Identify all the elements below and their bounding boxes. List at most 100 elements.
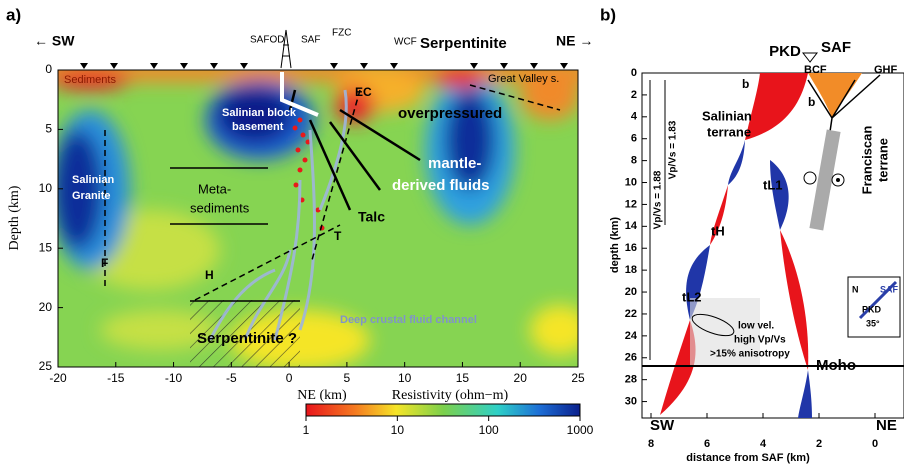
annotation: Vp/Vs = 1.83 <box>668 120 679 179</box>
annotation: GHF <box>874 64 898 76</box>
annotation: Sediments <box>64 74 116 86</box>
annotation: Serpentinite ? <box>197 330 297 347</box>
annotation: mantle- <box>428 155 481 172</box>
panel-label: b) <box>600 5 616 24</box>
y-tick-label: 0 <box>45 62 52 76</box>
x-tick-label: 8 <box>648 438 654 450</box>
annotation: SAF <box>821 39 851 56</box>
annotation: N <box>852 284 859 294</box>
y-tick-label: 22 <box>625 308 637 320</box>
annotation: b <box>742 77 749 91</box>
y-tick-label: 30 <box>625 395 637 407</box>
y-tick-label: 26 <box>625 352 637 364</box>
annotation: b <box>808 95 815 109</box>
x-tick-label: 2 <box>816 438 822 450</box>
x-tick-label: -15 <box>107 371 125 385</box>
annotation: H <box>205 268 214 282</box>
direction: NE → <box>556 33 593 49</box>
x-tick-label: 10 <box>398 371 412 385</box>
annotation: Serpentinite <box>420 35 507 52</box>
y-tick-label: 15 <box>39 240 53 254</box>
annotation: high Vp/Vs <box>734 335 786 346</box>
y-axis-title: depth (km) <box>609 217 621 274</box>
annotation: Salinian <box>72 174 114 186</box>
annotation: PKD <box>862 304 882 314</box>
y-tick-label: 12 <box>625 198 637 210</box>
panel-label: a) <box>6 5 21 24</box>
annotation: Vp/Vs = 1.88 <box>653 170 664 229</box>
velocity-profile <box>642 52 904 418</box>
annotation: EC <box>355 85 372 99</box>
annotation: SAF <box>880 284 899 294</box>
annotation: tL2 <box>682 289 702 304</box>
annotation: Salinian block <box>222 107 297 119</box>
annotation: SW <box>650 417 675 434</box>
y-tick-label: 4 <box>631 111 638 123</box>
annotation: sediments <box>190 200 250 215</box>
colorbar <box>305 403 581 417</box>
drill-rig <box>280 29 292 69</box>
x-tick-label: -5 <box>226 371 237 385</box>
plot-frame <box>57 69 579 368</box>
annotation: Great Valley s. <box>488 73 559 85</box>
direction: ← SW <box>34 33 75 49</box>
annotation: WCF <box>394 37 417 48</box>
annotation: terrane <box>875 138 890 182</box>
colorbar-tick-label: 100 <box>479 423 499 437</box>
annotation: derived fluids <box>392 177 490 194</box>
y-tick-label: 0 <box>631 67 637 79</box>
y-tick-label: 6 <box>631 133 637 145</box>
annotation: PKD <box>769 43 801 60</box>
y-tick-label: 10 <box>625 176 637 188</box>
annotation: tH <box>711 223 725 238</box>
x-tick-label: -20 <box>49 371 67 385</box>
y-tick-label: 16 <box>625 242 637 254</box>
y-tick-label: 20 <box>625 286 637 298</box>
y-tick-label: 25 <box>39 359 53 373</box>
annotation: >15% anisotropy <box>710 349 790 360</box>
x-tick-label: 20 <box>514 371 528 385</box>
annotation: low vel. <box>738 321 774 332</box>
annotation: overpressured <box>398 105 502 122</box>
y-tick-label: 28 <box>625 374 637 386</box>
y-tick-label: 18 <box>625 264 637 276</box>
x-tick-label: 4 <box>760 438 767 450</box>
annotation: Moho <box>816 357 856 374</box>
annotation: tL1 <box>763 177 783 192</box>
colorbar-tick-label: 10 <box>391 423 405 437</box>
annotation: terrane <box>707 124 751 139</box>
annotation: FZC <box>332 28 351 39</box>
annotation: NE <box>876 417 897 434</box>
resistivity-image <box>58 70 578 367</box>
x-axis-title: NE (km) <box>297 388 347 403</box>
colorbar-tick-label: 1 <box>303 423 310 437</box>
y-tick-label: 5 <box>45 122 52 136</box>
x-axis-title: distance from SAF (km) <box>686 452 810 464</box>
stations <box>80 63 568 69</box>
annotation: Meta- <box>198 181 231 196</box>
colorbar-tick-label: 1000 <box>567 423 594 437</box>
annotation: Talc <box>358 209 385 225</box>
colorbar-title: Resistivity (ohm−m) <box>392 388 509 403</box>
annotation: Salinian <box>702 108 752 123</box>
annotation: 35° <box>866 318 880 328</box>
annotation: T <box>334 229 342 243</box>
y-tick-label: 2 <box>631 89 637 101</box>
annotation: SAFOD <box>250 35 284 46</box>
y-axis-title: Depth (km) <box>7 185 22 250</box>
x-tick-label: -10 <box>165 371 183 385</box>
annotation: SAF <box>301 35 320 46</box>
y-tick-label: 14 <box>625 220 638 232</box>
annotation: Franciscan <box>859 126 874 195</box>
annotation: Granite <box>72 190 111 202</box>
annotation: F <box>101 256 108 270</box>
y-tick-label: 8 <box>631 155 637 167</box>
x-tick-label: 0 <box>286 371 293 385</box>
y-tick-label: 24 <box>625 330 638 342</box>
x-tick-label: 15 <box>456 371 470 385</box>
x-tick-label: 25 <box>571 371 585 385</box>
annotation: basement <box>232 121 284 133</box>
x-tick-label: 0 <box>872 438 878 450</box>
y-tick-label: 20 <box>39 300 53 314</box>
